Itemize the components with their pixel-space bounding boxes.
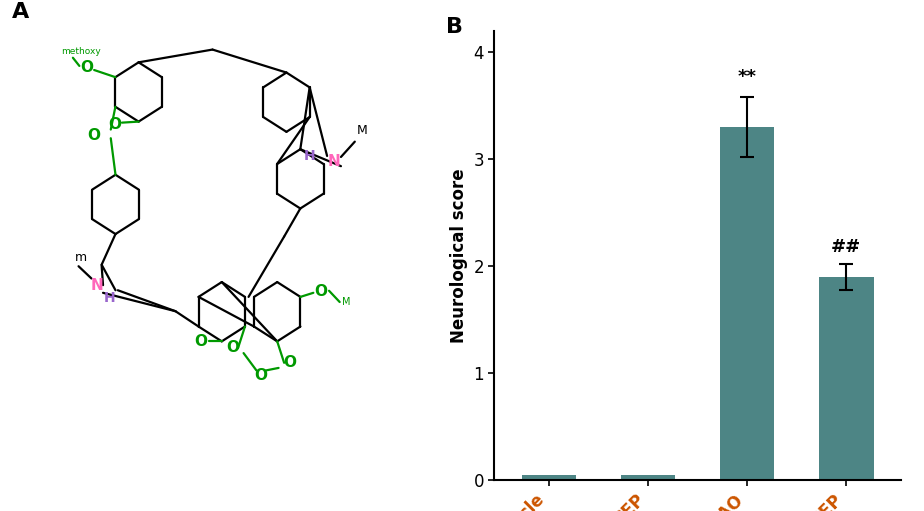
Text: H: H [104, 291, 116, 305]
Text: B: B [445, 17, 463, 37]
Text: ##: ## [832, 238, 861, 256]
Bar [720, 127, 774, 480]
Text: O: O [194, 334, 208, 349]
Text: A: A [11, 2, 29, 22]
Text: O: O [226, 340, 239, 356]
Text: N: N [328, 154, 340, 169]
Text: O: O [255, 368, 268, 383]
Text: **: ** [737, 68, 757, 86]
Bar [621, 475, 675, 480]
Text: O: O [108, 117, 121, 132]
Text: M: M [357, 125, 368, 137]
Text: O: O [283, 355, 297, 370]
Text: O: O [315, 284, 328, 299]
Text: N: N [91, 277, 103, 293]
Text: O: O [80, 60, 93, 76]
Text: H: H [304, 149, 316, 163]
Text: methoxy: methoxy [61, 47, 101, 56]
Text: O: O [88, 128, 101, 143]
Bar [522, 475, 577, 480]
Y-axis label: Neurological score: Neurological score [450, 168, 468, 343]
Text: M: M [342, 296, 350, 307]
Text: m: m [76, 251, 88, 264]
Bar [819, 277, 873, 480]
